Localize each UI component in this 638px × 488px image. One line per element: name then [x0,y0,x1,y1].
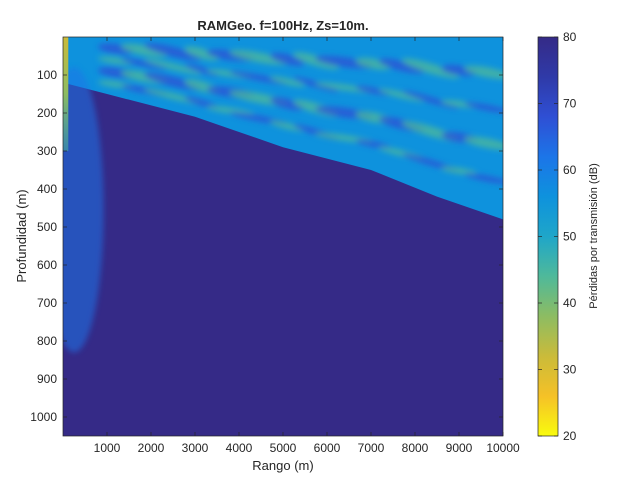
interference-streak [269,52,305,66]
colorbar-label: Pérdidas por transmisión (dB) [588,163,600,309]
interference-streak [269,120,305,132]
interference-streak [120,43,168,58]
interference-streak [355,86,391,96]
y-tick-label: 800 [37,334,57,348]
interference-streak [229,49,289,65]
x-tick-label: 9000 [446,441,473,455]
interference-streak [293,52,339,70]
near-source-beam [63,67,104,353]
interference-streak [314,55,375,69]
interference-streak [441,99,477,108]
interference-streak [143,58,203,75]
interference-streaks [97,43,503,185]
source-column [63,37,69,151]
interference-streak [314,82,375,93]
colorbar-tick-label: 20 [563,429,577,443]
colorbar-ticks: 20 30 40 50 60 70 80 [538,30,577,443]
interference-streak [293,76,339,93]
interference-streak [184,96,219,109]
x-axis-label: Rango (m) [252,458,313,473]
y-axis-label: Profundidad (m) [14,189,29,282]
x-tick-label: 7000 [358,441,385,455]
interference-streak [355,139,391,149]
colorbar-tick-label: 70 [563,97,577,111]
interference-streak [378,88,426,102]
interference-streak [355,57,391,70]
colorbar-tick-label: 30 [563,363,577,377]
plot-area [63,37,503,436]
x-tick-label: 4000 [226,441,253,455]
interference-streak [97,56,134,65]
y-tick-label: 900 [37,372,57,386]
interference-streak [464,136,503,150]
interference-streak [401,90,460,110]
interference-streak [441,166,477,175]
y-axis: 100 200 300 400 500 600 700 800 900 1000 [30,68,503,424]
x-tick-label: 8000 [402,441,429,455]
interference-streak [464,65,503,80]
colorbar-tick-label: 50 [563,230,577,244]
colorbar-tick-label: 40 [563,296,577,310]
interference-streak [269,76,305,87]
interference-streak [464,102,503,114]
x-tick-label: 10000 [486,441,520,455]
interference-streak [184,46,219,61]
chart-title: RAMGeo. f=100Hz, Zs=10m. [197,18,368,33]
interference-streak [378,58,426,74]
interference-streak [143,72,203,91]
x-axis: 1000 2000 3000 4000 5000 6000 7000 8000 9000 1000… [94,37,520,455]
y-tick-label: 1000 [30,410,57,424]
interference-streak [464,173,503,185]
y-tick-label: 600 [37,258,57,272]
interference-streak [120,58,168,70]
y-tick-label: 500 [37,220,57,234]
colorbar-tick-label: 60 [563,163,577,177]
x-tick-label: 2000 [138,441,165,455]
interference-streak [143,43,203,61]
interference-streak [401,58,460,79]
y-tick-label: 700 [37,296,57,310]
interference-streak [229,71,289,85]
y-tick-label: 300 [37,144,57,158]
interference-streak [184,63,219,76]
x-tick-label: 5000 [270,441,297,455]
colorbar-tick-label: 80 [563,30,577,44]
interference-streak [269,97,305,111]
x-tick-label: 1000 [94,441,121,455]
x-tick-label: 6000 [314,441,341,455]
y-tick-label: 100 [37,68,57,82]
x-tick-label: 3000 [182,441,209,455]
y-tick-label: 200 [37,106,57,120]
y-tick-label: 400 [37,182,57,196]
